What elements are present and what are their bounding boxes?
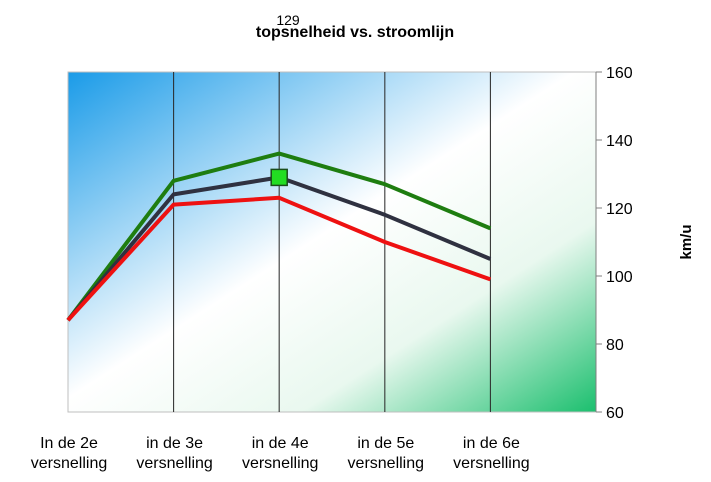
x-tick-label: versnelling xyxy=(453,455,529,472)
series-line-1 xyxy=(66,151,492,322)
y-tick-label: 60 xyxy=(606,405,624,422)
chart-title: topsnelheid vs. stroomlijn xyxy=(256,24,454,41)
y-tick-label: 160 xyxy=(606,65,633,82)
x-tick-label: in de 5e xyxy=(357,435,414,452)
highlight-value-label: 129 xyxy=(276,12,300,28)
x-tick-label: versnelling xyxy=(136,455,212,472)
y-axis-ticks: 60 80 100 120 140 160 xyxy=(596,65,633,422)
x-tick-label: in de 3e xyxy=(146,435,203,452)
x-axis-ticks: In de 2e versnelling in de 3e versnelling in… xyxy=(31,435,530,472)
x-tick-label: versnelling xyxy=(242,455,318,472)
y-tick-label: 80 xyxy=(606,337,624,354)
plot-area xyxy=(67,71,597,413)
markers xyxy=(270,168,288,187)
highlight-marker xyxy=(270,168,288,187)
series-line-3 xyxy=(66,195,492,322)
x-tick-label: in de 6e xyxy=(463,435,520,452)
x-tick-label: versnelling xyxy=(348,455,424,472)
y-axis-label: km/u xyxy=(678,224,695,259)
y-tick-label: 100 xyxy=(606,269,633,286)
x-tick-label: versnelling xyxy=(31,455,107,472)
x-tick-label: In de 2e xyxy=(40,435,98,452)
y-tick-label: 140 xyxy=(606,133,633,150)
x-tick-label: in de 4e xyxy=(252,435,309,452)
y-tick-label: 120 xyxy=(606,201,633,218)
